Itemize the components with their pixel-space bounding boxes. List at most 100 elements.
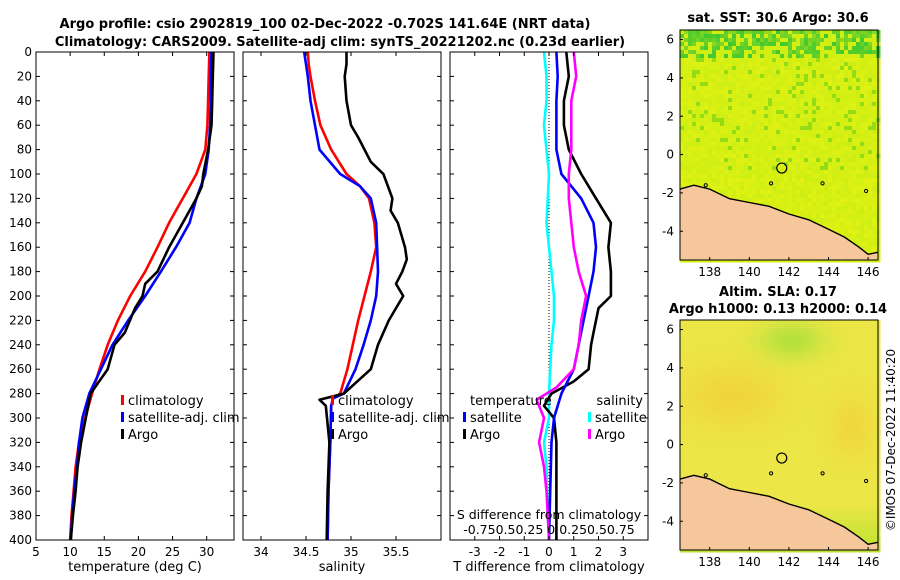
map-cell: [720, 46, 725, 51]
map-cell: [804, 110, 809, 115]
map-cell: [860, 82, 865, 87]
map-cell: [836, 364, 841, 369]
map-cell: [708, 66, 713, 71]
map-cell: [760, 324, 765, 329]
map-cell: [800, 436, 805, 441]
map-cell: [868, 332, 873, 337]
map-cell: [864, 372, 869, 377]
map-cell: [852, 30, 857, 35]
map-cell: [812, 158, 817, 163]
map-cell: [768, 332, 773, 337]
map-cell: [872, 174, 877, 179]
map-cell: [756, 86, 761, 91]
map-cell: [744, 94, 749, 99]
map-cell: [824, 66, 829, 71]
map-cell: [844, 30, 849, 35]
map-cell: [712, 400, 717, 405]
map-cell: [764, 368, 769, 373]
map-cell: [704, 150, 709, 155]
map-cell: [800, 460, 805, 465]
map-cell: [728, 444, 733, 449]
map-cell: [772, 388, 777, 393]
map-cell: [680, 352, 685, 357]
map-cell: [844, 70, 849, 75]
map-cell: [692, 170, 697, 175]
map-cell: [828, 202, 833, 207]
map-cell: [848, 158, 853, 163]
map-cell: [832, 118, 837, 123]
map-cell: [804, 420, 809, 425]
map-cell: [840, 420, 845, 425]
map-cell: [696, 464, 701, 469]
map-cell: [704, 122, 709, 127]
map-cell: [700, 328, 705, 333]
map-cell: [732, 328, 737, 333]
map-cell: [720, 420, 725, 425]
map-cell: [824, 118, 829, 123]
map-cell: [680, 62, 685, 67]
map-cell: [704, 356, 709, 361]
map-cell: [772, 90, 777, 95]
map-cell: [768, 174, 773, 179]
map-cell: [776, 94, 781, 99]
map-cell: [868, 118, 873, 123]
map-cell: [772, 46, 777, 51]
map-cell: [784, 324, 789, 329]
map-cell: [792, 30, 797, 35]
map-cell: [864, 50, 869, 55]
map-cell: [804, 134, 809, 139]
map-cell: [760, 154, 765, 159]
map-cell: [840, 30, 845, 35]
map-cell: [828, 134, 833, 139]
map-cell: [840, 452, 845, 457]
map-cell: [744, 356, 749, 361]
map-cell: [796, 452, 801, 457]
map-cell: [748, 440, 753, 445]
map-cell: [816, 218, 821, 223]
map-cell: [740, 400, 745, 405]
map-cell: [696, 106, 701, 111]
map-cell: [684, 150, 689, 155]
map-cell: [756, 424, 761, 429]
map-cell: [712, 352, 717, 357]
map-cell: [764, 46, 769, 51]
map-cell: [796, 110, 801, 115]
map-cell: [800, 122, 805, 127]
map-cell: [836, 74, 841, 79]
map-cell: [856, 416, 861, 421]
map-cell: [860, 142, 865, 147]
map-cell: [784, 170, 789, 175]
map-cell: [844, 356, 849, 361]
map-cell: [688, 452, 693, 457]
map-cell: [836, 360, 841, 365]
map-cell: [756, 30, 761, 35]
map-cell: [868, 420, 873, 425]
map-cell: [824, 396, 829, 401]
map-cell: [808, 50, 813, 55]
map-cell: [752, 416, 757, 421]
map-cell: [780, 34, 785, 39]
map-cell: [800, 360, 805, 365]
map-cell: [776, 456, 781, 461]
map-cell: [708, 444, 713, 449]
map-cell: [716, 154, 721, 159]
map-cell: [840, 150, 845, 155]
map-cell: [844, 82, 849, 87]
map-cell: [720, 34, 725, 39]
map-cell: [796, 210, 801, 215]
map-cell: [812, 122, 817, 127]
map-cell: [728, 384, 733, 389]
map-cell: [732, 62, 737, 67]
map-cell: [760, 142, 765, 147]
map-cell: [744, 74, 749, 79]
map-cell: [692, 372, 697, 377]
map-cell: [852, 66, 857, 71]
map-cell: [808, 42, 813, 47]
map-cell: [768, 78, 773, 83]
map-cell: [872, 384, 877, 389]
map-cell: [700, 50, 705, 55]
map-cell: [812, 98, 817, 103]
map-cell: [872, 392, 877, 397]
y-tick-label: 100: [9, 167, 32, 181]
map-cell: [856, 194, 861, 199]
